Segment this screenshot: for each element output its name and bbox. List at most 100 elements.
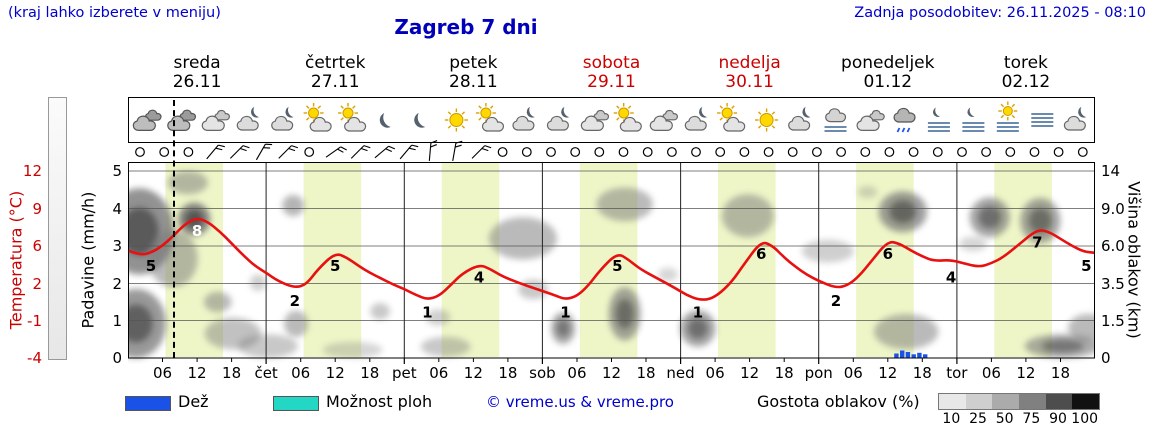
weather-icon-moon-cloud: [1063, 106, 1087, 131]
svg-text:2: 2: [290, 292, 300, 310]
weather-icon-dark-cloud: [167, 109, 197, 131]
svg-text:5: 5: [1081, 257, 1091, 275]
x-axis-label: 18: [1050, 364, 1070, 382]
x-axis-label: 06: [291, 364, 311, 382]
svg-text:5: 5: [612, 257, 622, 275]
temp-tick-label: 9: [32, 199, 42, 218]
weather-icon-moon-fog: [927, 107, 950, 132]
wind-calm-symbol: [787, 147, 798, 157]
day-name: ponedeljek: [841, 53, 935, 73]
wind-calm-symbol: [1029, 147, 1040, 157]
svg-text:4: 4: [474, 269, 484, 287]
day-name: sreda: [173, 53, 221, 73]
cloud-density-scale-segment: [992, 394, 1020, 409]
weather-icons-row: [128, 97, 1095, 143]
page-title: Zagreb 7 dni: [394, 15, 538, 39]
last-update-text: Zadnja posodobitev: 26.11.2025 - 08:10: [854, 5, 1146, 21]
wind-calm-symbol: [715, 147, 726, 157]
wind-calm-symbol: [739, 147, 750, 157]
wind-calm-symbol: [667, 147, 677, 157]
x-axis-label: pet: [391, 364, 417, 382]
weather-icon-sun-cloud: [717, 103, 746, 132]
weather-icon-rain-cloud: [893, 107, 916, 133]
weather-icon-moon-cloud: [271, 106, 294, 131]
cloud-tick-label: 0: [1101, 349, 1111, 367]
weather-icon-sun-cloud: [613, 103, 642, 132]
wind-calm-symbol: [570, 147, 581, 157]
cloud-tick-label: 1.5: [1101, 311, 1125, 330]
wind-barb-symbol: [350, 145, 371, 159]
cloud-density-scale-segment: [1072, 394, 1100, 409]
temp-tick-label: 6: [32, 237, 42, 255]
wind-barb-symbol: [428, 140, 438, 162]
x-axis-label: sob: [529, 364, 556, 382]
cloud-density-scale-label: 75: [1022, 411, 1041, 427]
wind-calm-symbol: [618, 147, 629, 157]
day-date: 27.11: [310, 72, 360, 92]
weather-icon-moon-cloud: [788, 106, 811, 131]
cloud-tick-label: 9.0: [1101, 199, 1125, 218]
cloud-density-scale-segment: [1045, 394, 1073, 409]
weather-icon-moon-cloud: [236, 106, 259, 131]
svg-text:5: 5: [330, 257, 340, 275]
cloud-tick-label: 14: [1101, 162, 1121, 180]
credit-link[interactable]: © vreme.us & vreme.pro: [486, 393, 674, 411]
svg-text:4: 4: [946, 269, 956, 287]
svg-text:8: 8: [192, 222, 202, 240]
wind-barb-symbol: [206, 144, 225, 160]
svg-text:7: 7: [1032, 233, 1042, 251]
x-axis-label: 12: [878, 364, 898, 382]
x-axis-label: 18: [360, 364, 380, 382]
wind-barb-symbol: [452, 140, 463, 161]
day-date: 26.11: [172, 72, 222, 92]
cloud-density-legend-label: Gostota oblakov (%): [757, 392, 920, 411]
x-axis-label: 12: [1016, 364, 1036, 382]
x-axis-label: 06: [705, 364, 725, 382]
rain-tick-label: 2: [112, 274, 122, 293]
wind-row: [128, 140, 1095, 162]
temp-tick-label: -1: [27, 311, 42, 330]
day-date: 02.12: [1001, 72, 1051, 92]
wind-calm-symbol: [594, 147, 605, 157]
x-axis-label: 12: [740, 364, 760, 382]
x-axis-label: pon: [804, 364, 833, 382]
wind-calm-symbol: [763, 147, 774, 157]
rain-tick-label: 4: [112, 199, 122, 218]
wind-barb-symbol: [229, 145, 250, 159]
x-axis-label: 18: [636, 364, 656, 382]
svg-text:5: 5: [146, 257, 156, 275]
weather-icon-sun-cloud: [475, 103, 505, 132]
cloud-density-scalebar: [938, 393, 1100, 410]
cloud-density-scale-label: 100: [1071, 411, 1099, 427]
weather-icon-moon: [379, 113, 391, 128]
cloud-density-scale-segment: [965, 394, 993, 409]
wind-calm-symbol: [159, 147, 170, 157]
cloud-density-scale-label: 50: [995, 411, 1014, 427]
weather-icon-cloud: [580, 109, 610, 131]
wind-calm-symbol: [884, 147, 895, 157]
wind-calm-symbol: [521, 147, 532, 157]
day-date: 29.11: [587, 72, 636, 92]
weather-icon-moon-cloud: [512, 106, 535, 131]
location-hint: (kraj lahko izberete v meniju): [8, 5, 221, 21]
wind-calm-symbol: [304, 147, 315, 157]
weather-icon-sun-cloud: [303, 103, 332, 132]
wind-calm-symbol: [1077, 147, 1088, 157]
weather-icon-cloud: [856, 109, 885, 131]
wind-barb-symbol: [325, 146, 347, 158]
svg-text:6: 6: [756, 245, 766, 263]
svg-text:2: 2: [831, 292, 841, 310]
wind-barb-symbol: [278, 145, 299, 159]
day-date: 30.11: [725, 72, 774, 92]
svg-text:1: 1: [422, 304, 432, 322]
x-axis-label: tor: [946, 364, 968, 382]
x-axis-label: 06: [843, 364, 863, 382]
wind-calm-symbol: [957, 147, 967, 157]
current-time-line: [173, 100, 175, 358]
weather-icon-sun-fog: [996, 101, 1019, 132]
weather-icon-moon-fog: [962, 107, 985, 132]
x-axis-label: 12: [601, 364, 622, 382]
weather-icon-dark-cloud: [132, 109, 162, 131]
x-axis-label: 12: [325, 364, 345, 382]
wind-barb-symbol: [374, 145, 396, 159]
